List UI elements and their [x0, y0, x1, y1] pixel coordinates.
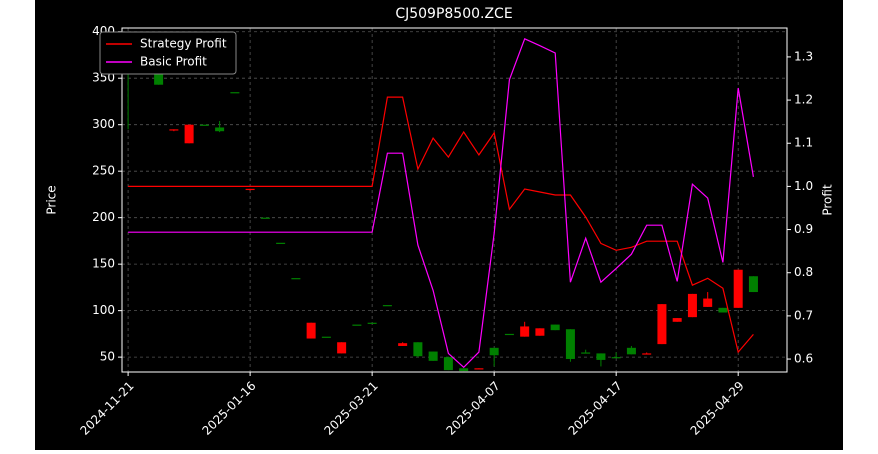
y2-tick-label: 0.7: [794, 308, 813, 322]
candle-body: [199, 124, 209, 126]
candle-body: [520, 326, 530, 337]
candle-body: [703, 298, 713, 307]
candle-body: [428, 351, 438, 361]
candle-body: [398, 343, 408, 346]
candle-body: [672, 318, 682, 322]
candle-body: [184, 124, 194, 144]
candle-body: [611, 357, 621, 359]
plot-frame: [121, 27, 788, 373]
candle-body: [642, 353, 652, 355]
y-tick-label: 250: [92, 164, 115, 178]
candle-body: [245, 188, 255, 191]
candle-body: [718, 307, 728, 313]
y2-tick-label: 0.6: [794, 352, 813, 366]
y-tick-label: 150: [92, 257, 115, 271]
y-tick-label: 50: [100, 350, 115, 364]
candle-body: [321, 336, 331, 338]
candle-body: [276, 242, 286, 244]
y-axis-label: Price: [45, 185, 59, 214]
y-tick-label: 100: [92, 303, 115, 317]
profit-line: [128, 37, 754, 369]
candle-body: [748, 276, 758, 293]
candle-body: [474, 368, 484, 370]
candle-body: [657, 304, 667, 345]
y2-tick-label: 1.2: [794, 93, 813, 107]
candle-body: [504, 333, 514, 336]
y-tick-label: 300: [92, 117, 115, 131]
candle-body: [169, 129, 179, 131]
y2-tick-label: 0.8: [794, 265, 813, 279]
candle-body: [230, 92, 240, 94]
candle-body: [626, 347, 636, 355]
y2-tick-label: 0.9: [794, 222, 813, 236]
candle-body: [687, 293, 697, 318]
candle-body: [443, 357, 453, 371]
candle-body: [352, 324, 362, 326]
legend-box: [99, 31, 237, 75]
candle-body: [337, 342, 347, 354]
candle-body: [306, 322, 316, 339]
legend-label: Basic Profit: [140, 55, 207, 69]
candle-body: [459, 368, 469, 372]
candle-body: [596, 353, 606, 360]
candle-body: [733, 269, 743, 308]
candle-body: [215, 127, 225, 132]
candle-body: [367, 322, 377, 324]
candle-body: [291, 278, 301, 280]
y2-tick-label: 1.0: [794, 179, 813, 193]
candle-body: [489, 347, 499, 356]
candle-body: [260, 217, 270, 219]
candle-body: [581, 352, 591, 354]
candle-body: [413, 342, 423, 357]
chart-title: CJ509P8500.ZCE: [395, 6, 512, 22]
profit-line: [128, 96, 754, 354]
legend-label: Strategy Profit: [140, 37, 227, 51]
candle-body: [550, 324, 560, 331]
y2-tick-label: 1.1: [794, 136, 813, 150]
y2-axis-label: Profit: [821, 184, 835, 216]
figure-background: [35, 0, 843, 450]
candle-body: [565, 329, 575, 359]
y2-tick-label: 1.3: [794, 49, 813, 63]
candle-body: [535, 328, 545, 336]
y-tick-label: 200: [92, 210, 115, 224]
candle-body: [154, 74, 164, 85]
candle-body: [382, 305, 392, 307]
